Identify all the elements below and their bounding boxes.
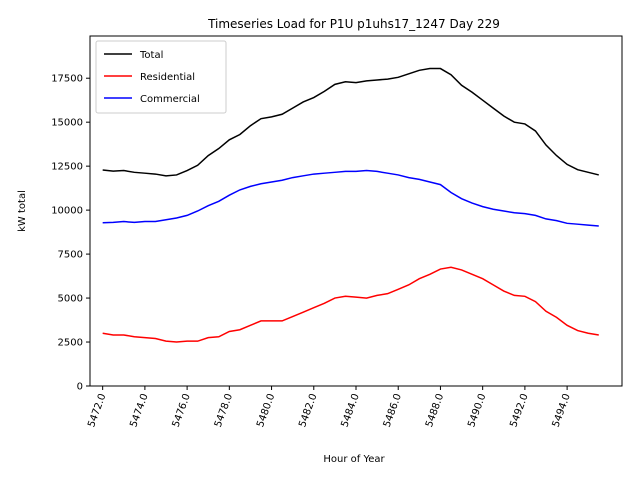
x-tick-label: 5482.0 (297, 392, 319, 429)
x-axis: 5472.0 5474.0 5476.0 5478.0 5480.0 5482.0 5484… (86, 386, 573, 429)
x-tick-label: 5490.0 (466, 392, 488, 429)
y-tick-label: 7500 (58, 250, 83, 261)
x-tick-label: 5476.0 (171, 392, 193, 429)
y-tick-label: 5000 (58, 294, 83, 305)
x-axis-label: Hour of Year (323, 454, 385, 465)
y-tick-label: 12500 (51, 162, 83, 173)
y-tick-label: 10000 (51, 206, 83, 217)
legend-label-total: Total (139, 50, 163, 61)
x-tick-label: 5488.0 (424, 392, 446, 429)
x-tick-label: 5486.0 (382, 392, 404, 429)
series-line-total (102, 67, 599, 177)
chart-title: Timeseries Load for P1U p1uhs17_1247 Day… (207, 17, 500, 31)
y-axis: 0 2500 5000 7500 10000 12500 15000 17500 (51, 74, 90, 393)
x-tick-label: 5478.0 (213, 392, 235, 429)
legend-box (95, 40, 227, 114)
x-tick-label: 5474.0 (128, 392, 150, 429)
legend: Total Residential Commercial (95, 40, 227, 114)
x-tick-label: 5480.0 (255, 392, 277, 429)
x-tick-label: 5472.0 (86, 392, 108, 429)
series-line-commercial (102, 169, 599, 227)
x-tick-label: 5492.0 (508, 392, 530, 429)
x-tick-label: 5484.0 (340, 392, 362, 429)
legend-label-residential: Residential (140, 72, 195, 83)
series-line-residential (102, 266, 599, 343)
legend-label-commercial: Commercial (140, 94, 200, 105)
y-axis-label: kW total (17, 190, 28, 232)
y-tick-label: 17500 (51, 74, 83, 85)
series-layer (102, 67, 599, 343)
x-tick-label: 5494.0 (551, 392, 573, 429)
y-tick-label: 2500 (58, 338, 83, 349)
y-tick-label: 0 (77, 382, 83, 393)
y-tick-label: 15000 (51, 118, 83, 129)
